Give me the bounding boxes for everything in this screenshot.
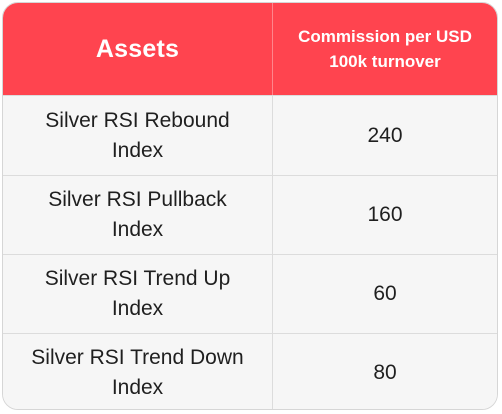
header-commission: Commission per USD 100k turnover: [273, 3, 497, 95]
table-row: Silver RSI Rebound Index 240: [3, 95, 497, 175]
asset-name: Silver RSI Rebound Index: [45, 108, 230, 162]
commission-table: Assets Commission per USD 100k turnover …: [2, 2, 498, 410]
commission-value: 80: [373, 361, 397, 384]
table-row: Silver RSI Trend Down Index 80: [3, 333, 497, 409]
asset-cell: Silver RSI Trend Up Index: [3, 255, 273, 333]
header-divider: [272, 3, 273, 95]
commission-value: 60: [373, 282, 397, 305]
table-header: Assets Commission per USD 100k turnover: [3, 3, 497, 95]
asset-cell: Silver RSI Pullback Index: [3, 176, 273, 254]
asset-name: Silver RSI Pullback Index: [48, 188, 227, 241]
table-row: Silver RSI Pullback Index 160: [3, 175, 497, 254]
asset-cell: Silver RSI Trend Down Index: [3, 334, 273, 409]
header-commission-label: Commission per USD 100k turnover: [298, 27, 472, 71]
table-row: Silver RSI Trend Up Index 60: [3, 254, 497, 333]
asset-cell: Silver RSI Rebound Index: [3, 96, 273, 175]
commission-value: 240: [367, 123, 403, 147]
asset-name: Silver RSI Trend Down Index: [31, 346, 244, 399]
header-assets: Assets: [95, 34, 180, 63]
asset-name: Silver RSI Trend Up Index: [44, 267, 231, 320]
commission-value: 160: [367, 203, 403, 226]
